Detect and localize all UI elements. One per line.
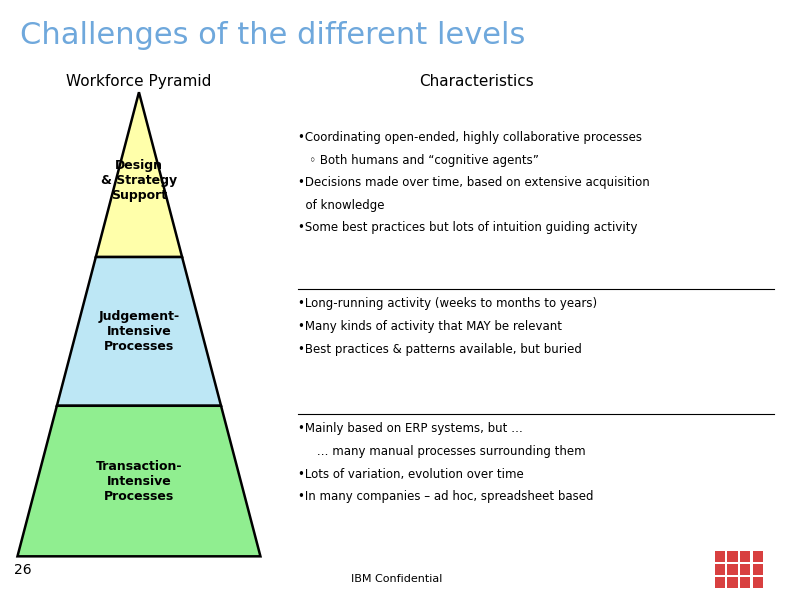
Bar bbox=[753, 577, 763, 588]
Text: •In many companies – ad hoc, spreadsheet based: •In many companies – ad hoc, spreadsheet… bbox=[298, 490, 593, 503]
Text: 26: 26 bbox=[14, 563, 32, 577]
Text: Design
& Strategy
Support: Design & Strategy Support bbox=[101, 159, 177, 202]
Bar bbox=[753, 551, 763, 562]
Bar bbox=[740, 577, 750, 588]
Bar bbox=[715, 551, 725, 562]
Bar bbox=[727, 551, 738, 562]
Text: Transaction-
Intensive
Processes: Transaction- Intensive Processes bbox=[96, 459, 182, 503]
Text: IBM Confidential: IBM Confidential bbox=[351, 574, 443, 584]
Text: ◦ Both humans and “cognitive agents”: ◦ Both humans and “cognitive agents” bbox=[298, 154, 538, 167]
Bar bbox=[727, 564, 738, 575]
Bar bbox=[715, 577, 725, 588]
Polygon shape bbox=[96, 92, 182, 257]
Text: •Long-running activity (weeks to months to years): •Long-running activity (weeks to months … bbox=[298, 298, 597, 311]
Bar bbox=[715, 564, 725, 575]
Text: •Some best practices but lots of intuition guiding activity: •Some best practices but lots of intuiti… bbox=[298, 221, 638, 234]
Text: … many manual processes surrounding them: … many manual processes surrounding them bbox=[298, 445, 585, 458]
Text: •Lots of variation, evolution over time: •Lots of variation, evolution over time bbox=[298, 468, 523, 481]
Text: Characteristics: Characteristics bbox=[419, 74, 534, 89]
Text: •Best practices & patterns available, but buried: •Best practices & patterns available, bu… bbox=[298, 343, 582, 356]
Polygon shape bbox=[57, 257, 221, 406]
Bar bbox=[727, 577, 738, 588]
Text: •Decisions made over time, based on extensive acquisition: •Decisions made over time, based on exte… bbox=[298, 176, 649, 189]
Text: •Mainly based on ERP systems, but …: •Mainly based on ERP systems, but … bbox=[298, 422, 522, 436]
Text: •Many kinds of activity that MAY be relevant: •Many kinds of activity that MAY be rele… bbox=[298, 320, 561, 333]
Bar bbox=[740, 564, 750, 575]
Bar bbox=[753, 564, 763, 575]
Polygon shape bbox=[17, 406, 260, 556]
Text: Judgement-
Intensive
Processes: Judgement- Intensive Processes bbox=[98, 310, 179, 353]
Text: Challenges of the different levels: Challenges of the different levels bbox=[20, 21, 525, 50]
Bar bbox=[740, 551, 750, 562]
Text: Workforce Pyramid: Workforce Pyramid bbox=[66, 74, 212, 89]
Text: of knowledge: of knowledge bbox=[298, 199, 384, 212]
Text: •Coordinating open-ended, highly collaborative processes: •Coordinating open-ended, highly collabo… bbox=[298, 131, 642, 144]
